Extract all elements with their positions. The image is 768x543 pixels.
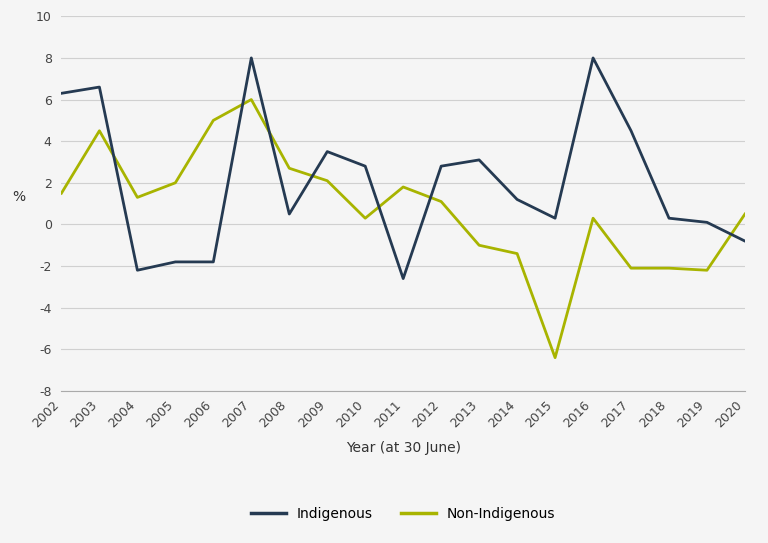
Indigenous [740,238,750,244]
Indigenous [285,211,294,217]
Legend: Indigenous, Non-Indigenous: Indigenous, Non-Indigenous [246,501,561,526]
Y-axis label: %: % [12,190,26,204]
Indigenous [436,163,445,169]
Line: Non-Indigenous: Non-Indigenous [61,99,745,358]
Non-Indigenous [94,128,104,134]
Indigenous [57,90,66,97]
Non-Indigenous [588,215,598,222]
Non-Indigenous [285,165,294,172]
Indigenous [399,275,408,282]
Non-Indigenous [361,215,370,222]
Indigenous [323,148,332,155]
Non-Indigenous [436,198,445,205]
Line: Indigenous: Indigenous [61,58,745,279]
Non-Indigenous [399,184,408,190]
Non-Indigenous [475,242,484,249]
Indigenous [94,84,104,90]
X-axis label: Year (at 30 June): Year (at 30 June) [346,441,461,456]
Indigenous [703,219,712,225]
Non-Indigenous [209,117,218,124]
Indigenous [627,128,636,134]
Indigenous [512,196,521,203]
Non-Indigenous [57,190,66,197]
Non-Indigenous [551,355,560,361]
Non-Indigenous [247,96,256,103]
Indigenous [133,267,142,274]
Non-Indigenous [133,194,142,200]
Non-Indigenous [627,265,636,272]
Non-Indigenous [703,267,712,274]
Non-Indigenous [664,265,674,272]
Indigenous [361,163,370,169]
Indigenous [170,258,180,265]
Indigenous [664,215,674,222]
Indigenous [247,55,256,61]
Non-Indigenous [170,180,180,186]
Non-Indigenous [512,250,521,257]
Indigenous [209,258,218,265]
Indigenous [588,55,598,61]
Non-Indigenous [740,211,750,217]
Indigenous [551,215,560,222]
Non-Indigenous [323,178,332,184]
Indigenous [475,156,484,163]
